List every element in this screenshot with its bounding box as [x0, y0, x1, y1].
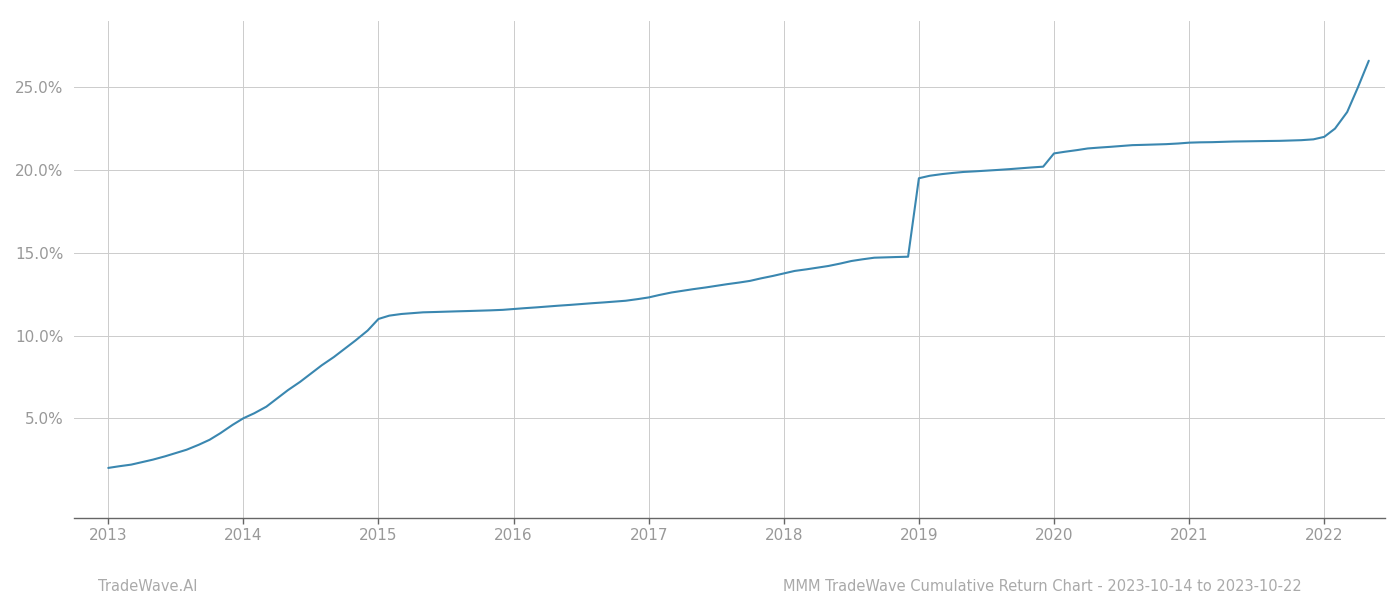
Text: TradeWave.AI: TradeWave.AI: [98, 579, 197, 594]
Text: MMM TradeWave Cumulative Return Chart - 2023-10-14 to 2023-10-22: MMM TradeWave Cumulative Return Chart - …: [783, 579, 1302, 594]
